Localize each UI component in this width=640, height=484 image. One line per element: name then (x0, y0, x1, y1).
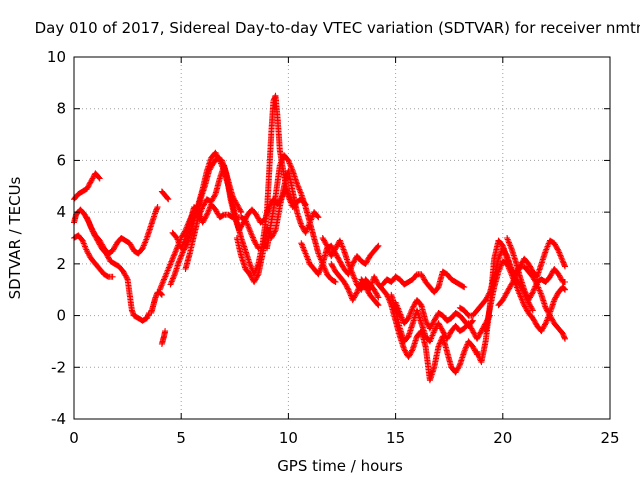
y-tick-label: 4 (56, 203, 66, 221)
y-tick-label: 8 (56, 100, 66, 118)
axis-ticks: 0 5 10 15 20 25 -4 -2 0 2 4 6 8 10 (47, 48, 620, 447)
series-trace-i (167, 154, 298, 288)
series-markers (379, 268, 468, 296)
series-markers (264, 152, 339, 285)
series-trace-f (158, 328, 169, 347)
data-points (71, 92, 568, 384)
x-tick-label: 10 (279, 429, 298, 447)
series-markers (392, 297, 476, 332)
series-trace-t (392, 297, 476, 332)
y-tick-label: 0 (56, 307, 66, 325)
series-trace-x (495, 237, 568, 309)
series-trace-a (71, 170, 103, 203)
series-markers (83, 204, 161, 257)
series-markers (158, 188, 172, 203)
series-trace-d (83, 204, 161, 257)
series-trace-r (379, 268, 468, 296)
series-markers (158, 328, 169, 347)
series-markers (388, 291, 493, 345)
x-tick-label: 20 (493, 429, 512, 447)
y-axis-label: SDTVAR / TECUs (6, 176, 24, 299)
series-trace-m (264, 152, 339, 285)
series-markers (233, 167, 322, 285)
series-trace-e (148, 289, 165, 316)
x-tick-label: 0 (69, 429, 79, 447)
y-tick-label: -4 (51, 410, 66, 428)
series-trace-j (169, 201, 262, 252)
series-trace-g (158, 188, 172, 203)
x-tick-label: 15 (386, 429, 405, 447)
series-markers (167, 154, 298, 288)
series-markers (182, 162, 245, 272)
series-markers (169, 201, 262, 252)
y-tick-label: 2 (56, 255, 66, 273)
series-markers (71, 170, 103, 203)
x-tick-label: 25 (600, 429, 619, 447)
series-trace-l (233, 167, 322, 285)
series-markers (495, 237, 568, 309)
y-tick-label: -2 (51, 358, 66, 376)
y-tick-label: 6 (56, 151, 66, 169)
series-markers (71, 206, 152, 324)
gridlines (74, 57, 610, 419)
series-markers (148, 289, 165, 316)
series-trace-k (182, 162, 245, 272)
chart-title: Day 010 of 2017, Sidereal Day-to-day VTE… (35, 19, 640, 37)
y-tick-label: 10 (47, 48, 66, 66)
series-trace-y (504, 235, 568, 304)
x-axis-label: GPS time / hours (277, 457, 403, 475)
series-trace-s (388, 291, 493, 345)
plot-area-frame (73, 56, 611, 420)
series-markers (504, 235, 568, 304)
x-tick-label: 5 (176, 429, 186, 447)
series-trace-b (71, 206, 152, 324)
